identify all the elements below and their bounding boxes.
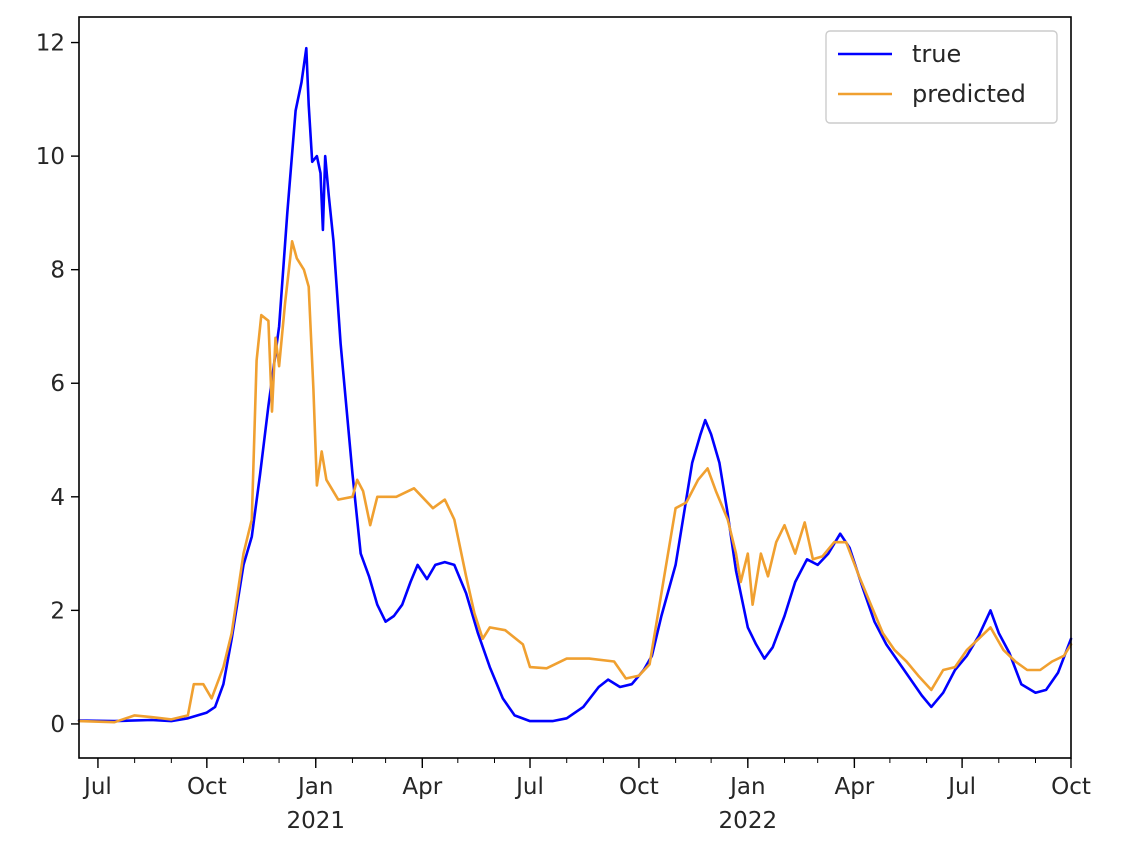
- series-layer: [77, 46, 1073, 724]
- y-tick-label: 8: [50, 258, 65, 284]
- series-line-predicted: [77, 240, 1073, 724]
- y-tick-label: 12: [36, 31, 65, 57]
- x-tick-label: Oct: [187, 774, 227, 800]
- x-tick-label: Jul: [946, 774, 976, 800]
- legend-label-predicted: predicted: [912, 80, 1026, 108]
- x-tick-label: Jan: [296, 774, 333, 800]
- x-tick-label: Oct: [619, 774, 659, 800]
- x-tick-label: Apr: [402, 774, 442, 800]
- plot-frame: [78, 16, 1072, 759]
- legend: true predicted: [825, 30, 1058, 124]
- y-tick-label: 0: [50, 712, 65, 738]
- x-axis: Jul Oct Jan Apr Jul Oct Jan Apr Jul Oct 2021 2022: [82, 758, 1091, 834]
- x-year-label: 2022: [719, 808, 778, 834]
- legend-label-true: true: [912, 40, 961, 68]
- y-tick-label: 10: [36, 144, 65, 170]
- y-tick-label: 2: [50, 598, 65, 624]
- x-tick-label: Apr: [834, 774, 874, 800]
- series-line-true: [77, 46, 1073, 723]
- x-tick-label: Jan: [728, 774, 765, 800]
- y-tick-label: 4: [50, 485, 65, 511]
- x-tick-label: Oct: [1051, 774, 1091, 800]
- x-tick-label: Jul: [82, 774, 112, 800]
- x-year-label: 2021: [286, 808, 345, 834]
- plot-area: [79, 17, 1071, 758]
- x-tick-label: Jul: [514, 774, 544, 800]
- y-axis: 0 2 4 6 8 10 12: [36, 31, 79, 738]
- y-tick-label: 6: [50, 371, 65, 397]
